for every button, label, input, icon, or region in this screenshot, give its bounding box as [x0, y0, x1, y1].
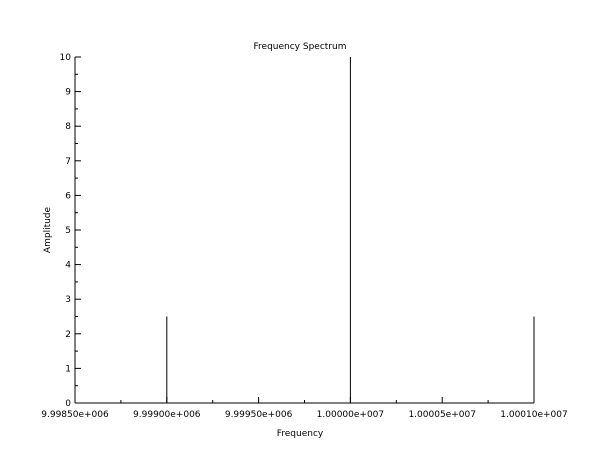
axes [74, 57, 534, 404]
chart-title: Frequency Spectrum [254, 42, 347, 52]
y-tick-label: 7 [65, 157, 71, 167]
y-ticks: 0 1 2 3 4 5 6 7 8 9 10 [60, 53, 81, 409]
x-tick-label: 1.00000e+007 [317, 410, 384, 420]
y-tick-label: 3 [65, 295, 71, 305]
y-tick-label: 9 [65, 88, 71, 98]
y-tick-label: 5 [65, 226, 71, 236]
x-tick-label: 9.99850e+006 [41, 410, 109, 420]
y-tick-label: 10 [60, 53, 72, 63]
y-tick-label: 0 [65, 399, 71, 409]
spectrum-lines [166, 57, 535, 403]
y-tick-label: 8 [65, 122, 71, 132]
x-tick-label: 9.99950e+006 [225, 410, 293, 420]
y-tick-label: 1 [65, 364, 71, 374]
y-tick-label: 6 [65, 191, 71, 201]
x-axis-label: Frequency [277, 429, 324, 439]
y-tick-label: 4 [65, 261, 71, 271]
x-ticks: 9.99850e+006 9.99900e+006 9.99950e+006 1.00… [41, 397, 568, 420]
x-tick-label: 9.99900e+006 [133, 410, 201, 420]
y-tick-label: 2 [65, 330, 71, 340]
y-axis-label: Amplitude [43, 206, 53, 253]
x-tick-label: 1.00010e+007 [500, 410, 567, 420]
x-tick-label: 1.00005e+007 [408, 410, 475, 420]
